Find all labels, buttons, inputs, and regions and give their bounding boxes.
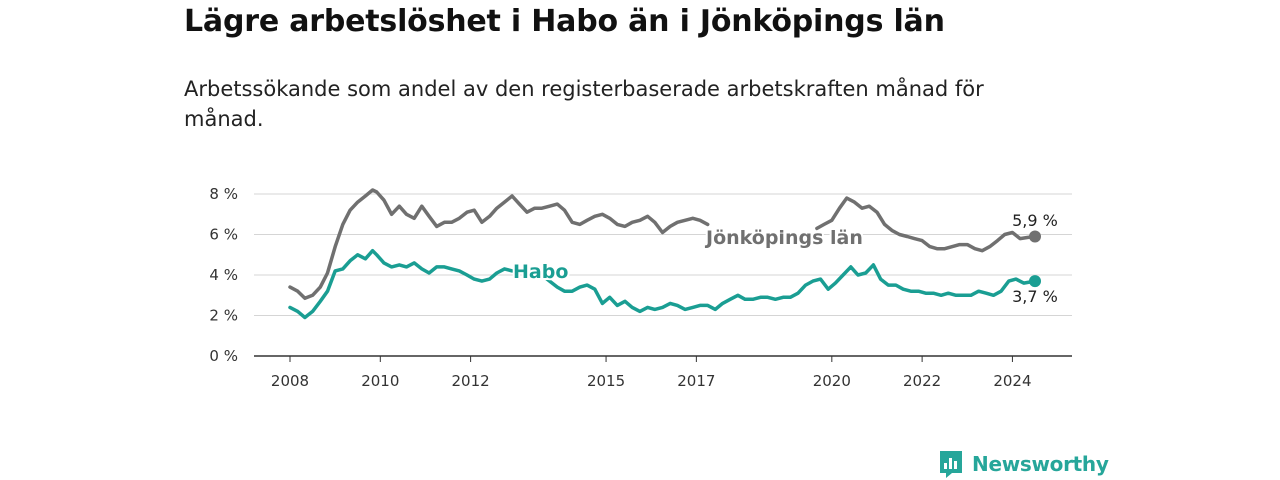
end-label-habo: 3,7 %: [1012, 287, 1058, 306]
series-habo-end-dot: [1029, 275, 1041, 288]
x-tick-label: 2008: [271, 372, 309, 390]
x-tick-label: 2024: [993, 372, 1031, 390]
series-labels: Jönköpings län Habo 5,9 % 3,7 %: [511, 210, 1059, 308]
series-jonkoping-end-dot: [1029, 230, 1041, 243]
series-label-habo: Habo: [513, 261, 568, 283]
series-jonkoping-line-segment: [288, 188, 710, 301]
series-habo-line-segment: [288, 248, 514, 320]
y-tick-label: 6 %: [209, 226, 238, 244]
end-label-jonkoping: 5,9 %: [1012, 211, 1058, 230]
series-jonkoping-line-segment: [815, 196, 1037, 253]
y-tick-label: 4 %: [209, 266, 238, 284]
series-habo-line-segment: [540, 263, 1037, 314]
y-tick-label: 2 %: [209, 307, 238, 325]
x-tick-label: 2010: [361, 372, 399, 390]
y-tick-label: 0 %: [209, 347, 238, 365]
x-tick-label: 2015: [587, 372, 625, 390]
y-tick-label: 8 %: [209, 185, 238, 203]
x-tick-label: 2012: [452, 372, 490, 390]
chart-title: Lägre arbetslöshet i Habo än i Jönköping…: [184, 4, 945, 39]
brand-name: Newsworthy: [972, 452, 1109, 476]
chart-subtitle: Arbetssökande som andel av den registerb…: [184, 77, 984, 131]
axes: 0 % 2 % 4 % 6 % 8 % 2008 2010 2012 2015 2017 2020 2…: [209, 185, 1072, 390]
series-lines: [288, 188, 1041, 320]
gridlines: [254, 193, 1072, 316]
x-tick-label: 2017: [677, 372, 715, 390]
brand-logo: Newsworthy: [938, 448, 1109, 480]
x-tick-label: 2020: [813, 372, 851, 390]
x-tick-label: 2022: [903, 372, 941, 390]
series-label-jonkoping: Jönköpings län: [704, 227, 863, 249]
newsworthy-logo-icon: [940, 451, 962, 478]
